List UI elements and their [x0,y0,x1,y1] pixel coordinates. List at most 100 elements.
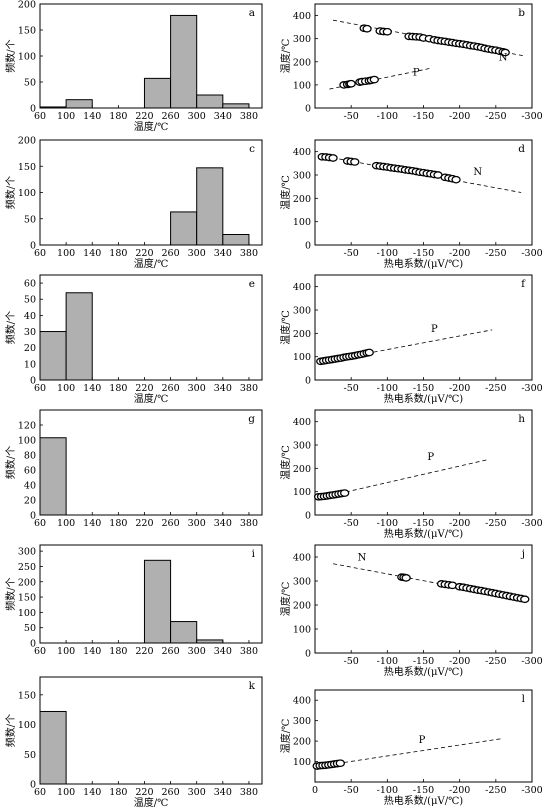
x-tick-label: 140 [83,383,101,394]
x-tick-label: 340 [214,518,232,529]
x-tick-label: -300 [521,383,542,394]
x-tick-label: 60 [34,248,46,259]
x-tick-label: -150 [413,248,434,259]
panel-j: -50 -100 -150 -200 -250 -300 0 100 200 300 400 j 热电系… [279,544,543,678]
x-tick-label: 180 [109,248,127,259]
plot-frame [39,676,263,785]
panel-c: 60 100 140 180 220 260 300 340 380 0 50 100 150 200 c 温… [4,136,263,270]
x-tick-label: 340 [214,111,232,122]
y-tick-label: 40 [24,311,36,322]
panel-letter: k [249,680,256,692]
y-tick-label: 300 [293,716,311,727]
x-tick-label: -250 [485,518,506,529]
histogram-bar [143,559,172,644]
x-tick-label: -100 [377,248,398,259]
x-tick-label: 0 [312,785,318,796]
y-tick-label: 100 [293,80,311,91]
histogram-bar [222,234,250,246]
panel-e: 60 100 140 180 220 260 300 340 380 0 10 20 30 40 50 60 e… [4,274,263,405]
histogram-bar [170,14,198,109]
x-tick-label: 340 [214,646,232,657]
x-tick-label: 260 [162,646,180,657]
y-tick-label: 150 [18,162,36,173]
data-point-P [340,489,350,497]
x-tick-label: 60 [34,518,46,529]
x-tick-label: 340 [214,787,232,798]
x-tick-label: 340 [214,248,232,259]
x-tick-label: 100 [57,248,75,259]
histogram-bar [170,621,198,644]
x-tick-label: 380 [240,518,258,529]
y-tick-label: 0 [305,649,311,660]
x-tick-label: 60 [34,787,46,798]
y-tick-label: 400 [293,147,311,158]
histogram-bar [65,292,93,381]
y-tick-label: 200 [293,737,311,748]
y-tick-label: 50 [24,623,36,634]
x-tick-label: 380 [240,248,258,259]
y-axis-label: 频数/个 [4,311,17,344]
plot-frame [314,274,533,381]
y-tick-label: 300 [293,34,311,45]
x-tick-label: 60 [34,383,46,394]
y-tick-label: 60 [24,279,36,290]
series-label-P: P [419,735,426,746]
x-tick-label: -100 [377,785,398,796]
y-tick-label: 300 [293,306,311,317]
x-tick-label: -100 [377,383,398,394]
histogram-bar [170,211,198,246]
y-axis-label: 频数/个 [4,446,17,479]
x-tick-label: -300 [521,656,542,667]
data-point-N [328,154,338,162]
x-tick-label: 220 [135,787,153,798]
x-tick-label: 300 [188,383,206,394]
plot-frame [314,139,533,246]
x-tick-label: 100 [57,787,75,798]
histogram-bar [196,94,224,109]
histogram-bar [39,106,67,109]
panel-l: 0 -50 -100 -150 -200 -250 -300 100 200 300 400 l 热电系… [279,689,543,807]
histogram-bar [196,639,224,644]
x-tick-label: 260 [162,787,180,798]
y-tick-label: 0 [30,639,36,650]
y-tick-label: 60 [24,466,36,477]
x-tick-label: 260 [162,383,180,394]
y-tick-label: 120 [18,421,36,432]
x-tick-label: 100 [57,111,75,122]
y-axis-label: 频数/个 [4,39,17,72]
y-tick-label: 10 [24,359,36,370]
y-axis-label: 温度/℃ [279,582,292,617]
x-tick-label: -50 [344,111,359,122]
panel-letter: g [248,413,255,425]
y-tick-label: 400 [293,553,311,564]
x-axis-label: 温度/℃ [134,257,169,270]
x-tick-label: -250 [485,656,506,667]
panel-f: -50 -100 -150 -200 -250 -300 0 100 200 300 400 f 热电系… [279,274,543,405]
x-tick-label: -300 [521,518,542,529]
y-tick-label: 50 [24,295,36,306]
y-tick-label: 0 [305,104,311,115]
y-tick-label: 300 [293,171,311,182]
x-tick-label: -250 [485,248,506,259]
y-tick-label: 50 [24,750,36,761]
x-tick-label: 220 [135,383,153,394]
plot-frame [39,409,263,516]
y-tick-label: 200 [18,136,36,147]
x-tick-label: -150 [413,785,434,796]
panel-h: -50 -100 -150 -200 -250 -300 0 100 200 300 400 h 热电系… [279,409,543,540]
x-tick-label: 300 [188,787,206,798]
x-tick-label: -150 [413,383,434,394]
y-tick-label: 400 [293,696,311,707]
x-tick-label: 340 [214,383,232,394]
x-tick-label: -200 [449,518,470,529]
panel-i: 60 100 140 180 220 260 300 340 380 0 50 100 150 200 25… [4,544,263,657]
histogram-bar [39,710,67,785]
x-tick-label: -250 [485,111,506,122]
y-tick-label: 200 [293,601,311,612]
x-tick-label: 300 [188,248,206,259]
x-axis-label: 热电系数/(μV/℃) [384,527,464,540]
x-tick-label: -50 [344,248,359,259]
panel-letter: d [518,143,525,155]
x-tick-label: -200 [449,383,470,394]
